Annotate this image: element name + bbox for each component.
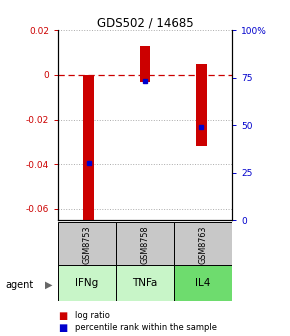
Text: IFNg: IFNg — [75, 278, 99, 288]
Text: GSM8763: GSM8763 — [198, 225, 208, 264]
Text: log ratio: log ratio — [75, 311, 110, 320]
Text: IL4: IL4 — [195, 278, 211, 288]
Bar — [174, 222, 232, 267]
Text: TNFa: TNFa — [132, 278, 158, 288]
Bar — [196, 64, 206, 146]
Text: ▶: ▶ — [45, 280, 52, 290]
Bar — [58, 265, 116, 301]
Text: percentile rank within the sample: percentile rank within the sample — [75, 323, 218, 332]
Title: GDS502 / 14685: GDS502 / 14685 — [97, 16, 193, 29]
Text: GSM8758: GSM8758 — [140, 225, 150, 264]
Text: ■: ■ — [58, 323, 67, 333]
Bar — [58, 222, 116, 267]
Text: agent: agent — [6, 280, 34, 290]
Bar — [116, 222, 174, 267]
Text: GSM8753: GSM8753 — [82, 225, 92, 264]
Bar — [84, 75, 94, 220]
Bar — [139, 46, 151, 82]
Bar — [116, 265, 174, 301]
Bar — [174, 265, 232, 301]
Text: ■: ■ — [58, 311, 67, 321]
